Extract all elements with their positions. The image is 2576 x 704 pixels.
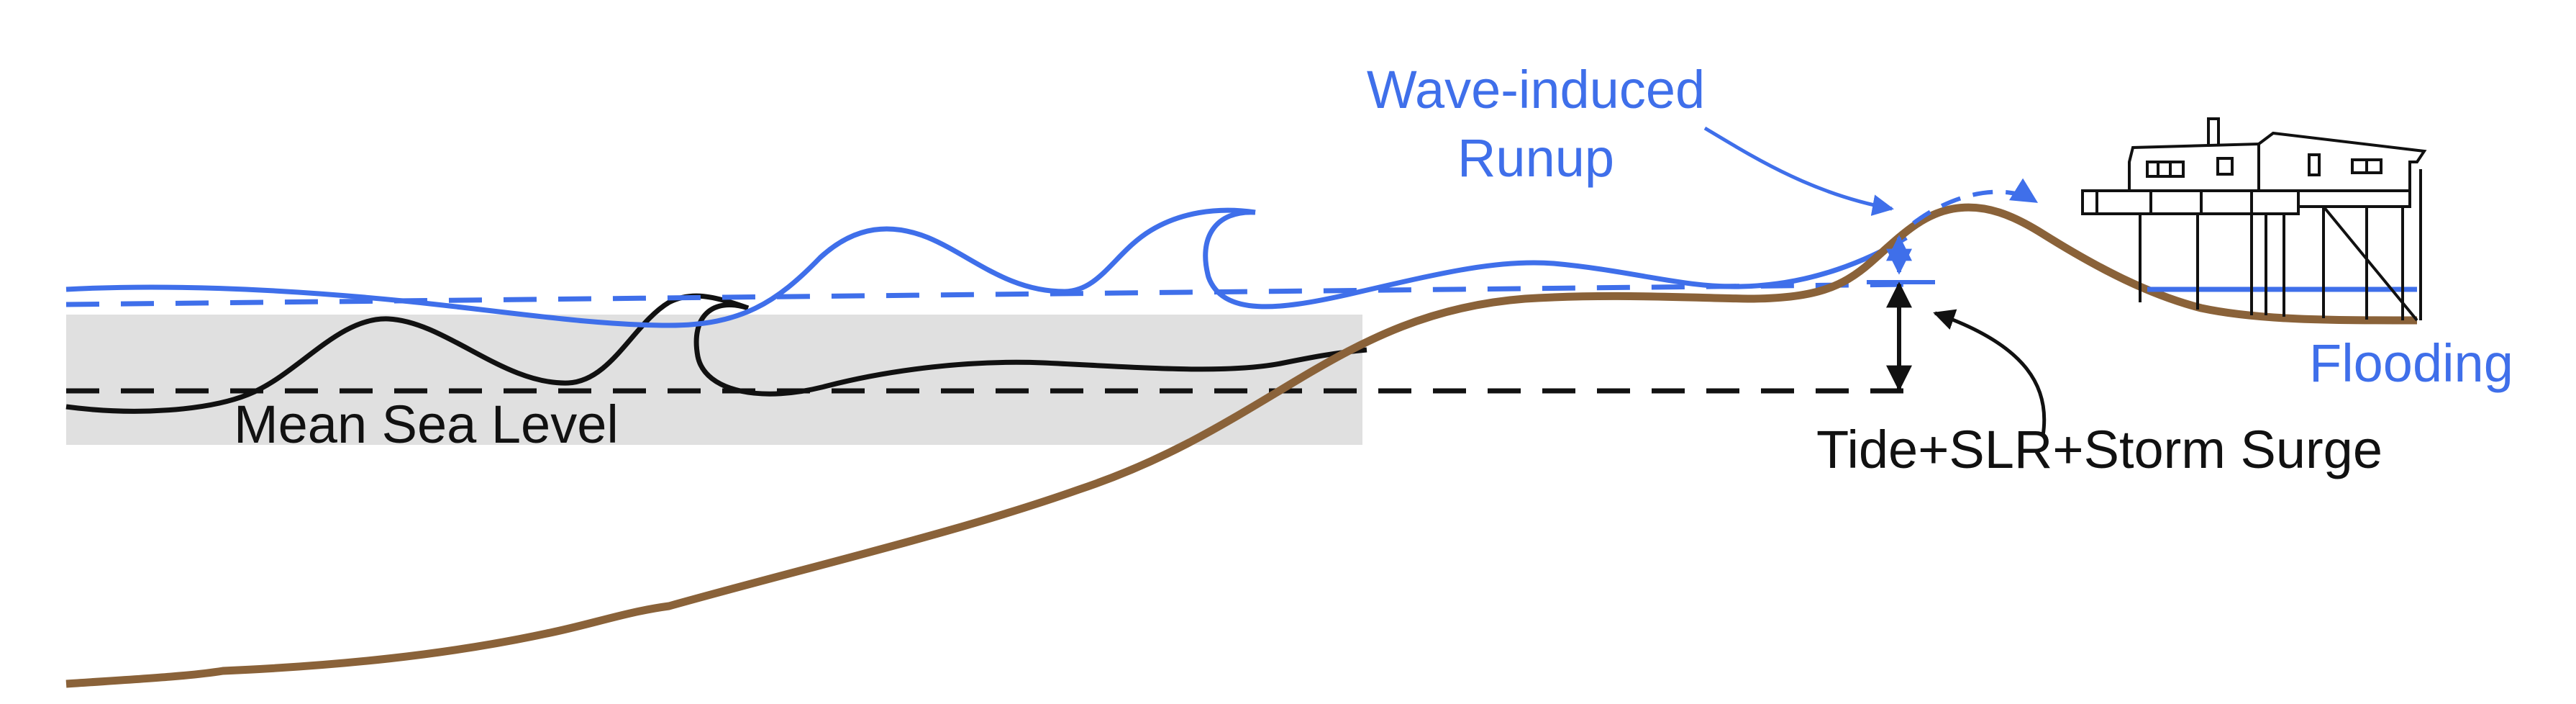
mean-sea-level-label: Mean Sea Level bbox=[234, 394, 619, 454]
wave-runup-label-line1: Wave-induced bbox=[1367, 60, 1705, 119]
runup-dashed-arrow bbox=[1912, 178, 2039, 225]
normal-sea-wave bbox=[65, 293, 750, 414]
ground-profile bbox=[65, 203, 2418, 688]
runup-leader-arrow bbox=[1703, 126, 1894, 216]
stilt-house-icon bbox=[2081, 117, 2427, 322]
surge-components-label: Tide+SLR+Storm Surge bbox=[1816, 420, 2382, 479]
normal-sea-wave-breaking bbox=[693, 302, 1367, 397]
storm-wave-surface bbox=[65, 207, 1256, 328]
storm-water-level-line bbox=[65, 281, 1914, 307]
wave-runup-label-line2: Runup bbox=[1457, 128, 1614, 188]
surge-leader-arrow bbox=[1933, 309, 2047, 436]
storm-wave-curl bbox=[1203, 209, 1908, 310]
flooding-label: Flooding bbox=[2309, 333, 2513, 393]
